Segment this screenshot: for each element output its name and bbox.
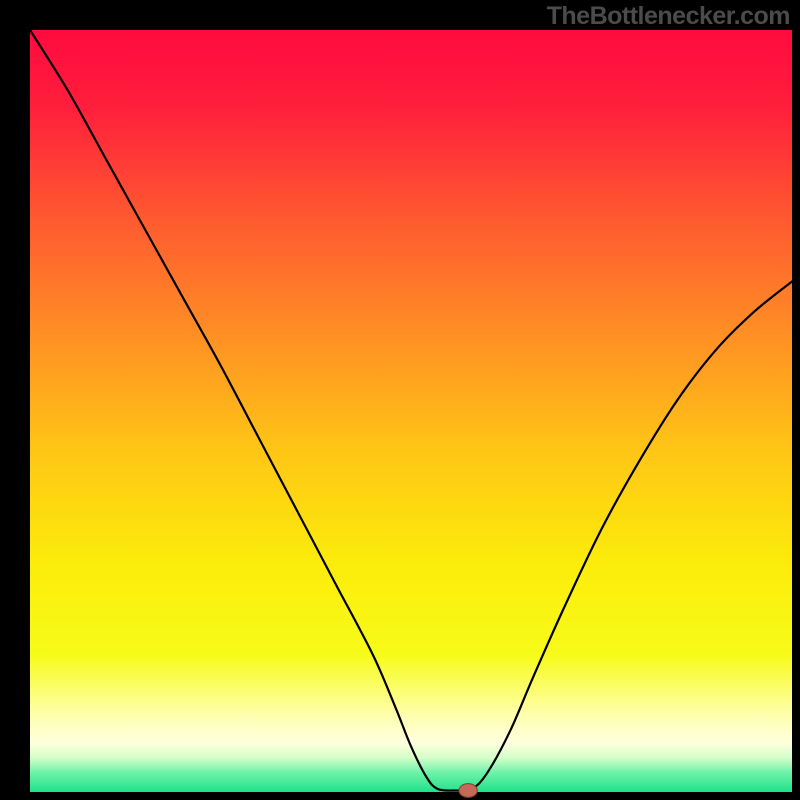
chart-svg	[0, 0, 800, 800]
watermark-text: TheBottlenecker.com	[547, 2, 790, 31]
chart-stage: TheBottlenecker.com	[0, 0, 800, 800]
min-marker	[459, 784, 477, 798]
plot-area	[30, 30, 792, 792]
